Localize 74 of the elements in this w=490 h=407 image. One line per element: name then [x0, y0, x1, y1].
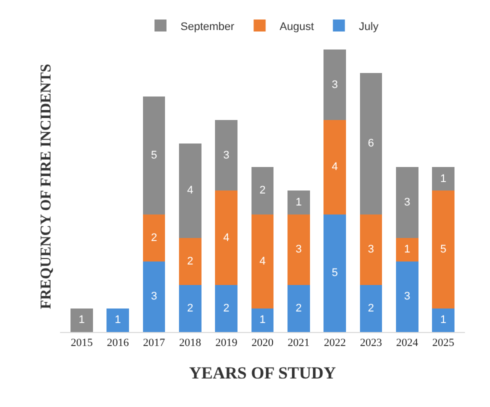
x-axis-title: YEARS OF STUDY	[189, 364, 336, 383]
bar	[287, 190, 310, 214]
legend-label: July	[358, 20, 379, 33]
data-label: 1	[440, 172, 446, 185]
bar	[360, 284, 382, 332]
data-label: 2	[368, 302, 374, 314]
data-label: 5	[150, 149, 158, 162]
bar	[360, 214, 382, 285]
bar	[360, 73, 382, 214]
bar	[396, 261, 418, 332]
data-label: 3	[404, 196, 410, 209]
legend-label: August	[280, 20, 314, 33]
x-tick-label: 2021	[288, 337, 310, 350]
x-tick-label: 2015	[70, 337, 94, 350]
data-label: 3	[296, 244, 302, 256]
bar	[178, 284, 202, 332]
bar	[142, 261, 166, 332]
data-label: 2	[223, 302, 230, 314]
data-label: 3	[150, 290, 158, 303]
data-label: 2	[296, 302, 302, 314]
bar	[251, 214, 274, 308]
x-tick-label: 2018	[179, 337, 202, 350]
data-label: 2	[187, 302, 194, 314]
data-label: 4	[259, 255, 266, 268]
bar	[215, 190, 238, 285]
bar	[432, 167, 455, 191]
x-tick-label: 2017	[143, 337, 166, 350]
bar	[178, 144, 202, 238]
bar	[396, 238, 418, 262]
x-tick-label: 2019	[215, 337, 238, 350]
bar	[287, 214, 310, 285]
data-label: 2	[150, 232, 158, 244]
data-label: 2	[187, 255, 194, 268]
bar	[432, 190, 455, 308]
bar	[324, 49, 346, 120]
x-tick-label: 2023	[360, 337, 382, 350]
data-label: 3	[368, 244, 374, 256]
bar	[251, 167, 274, 214]
bar	[324, 214, 346, 332]
bar	[142, 214, 166, 262]
bar	[142, 96, 166, 214]
x-tick-label: 2022	[324, 337, 346, 350]
data-label: 5	[332, 267, 338, 280]
y-axis-title: FREQUENCY OF FIRE INCIDENTS	[38, 64, 54, 310]
bar	[178, 238, 202, 285]
data-label: 3	[332, 78, 338, 91]
data-label: 3	[223, 149, 230, 162]
data-label: 4	[223, 232, 230, 244]
data-label: 1	[259, 314, 266, 326]
bar	[396, 167, 418, 238]
bar	[215, 284, 238, 332]
data-label: 5	[440, 244, 446, 256]
data-label: 2	[259, 184, 266, 197]
data-label: 1	[404, 244, 410, 256]
data-label: 4	[332, 161, 338, 174]
bar	[324, 120, 346, 214]
data-label: 1	[440, 314, 446, 326]
data-label: 4	[187, 184, 194, 197]
bar	[70, 308, 93, 332]
data-label: 1	[296, 196, 302, 209]
legend-label: September	[180, 20, 235, 33]
data-label: 1	[78, 314, 85, 326]
bar	[287, 284, 310, 332]
x-tick-label: 2020	[252, 337, 274, 350]
data-label: 1	[114, 314, 121, 326]
x-tick-label: 2016	[106, 337, 130, 350]
bar	[432, 308, 455, 332]
bar	[251, 308, 274, 332]
x-tick-label: 2024	[396, 337, 419, 350]
data-label: 6	[368, 138, 374, 150]
bar	[215, 120, 238, 191]
data-label: 3	[404, 290, 410, 303]
bar	[106, 308, 130, 332]
x-tick-label: 2025	[432, 337, 455, 350]
